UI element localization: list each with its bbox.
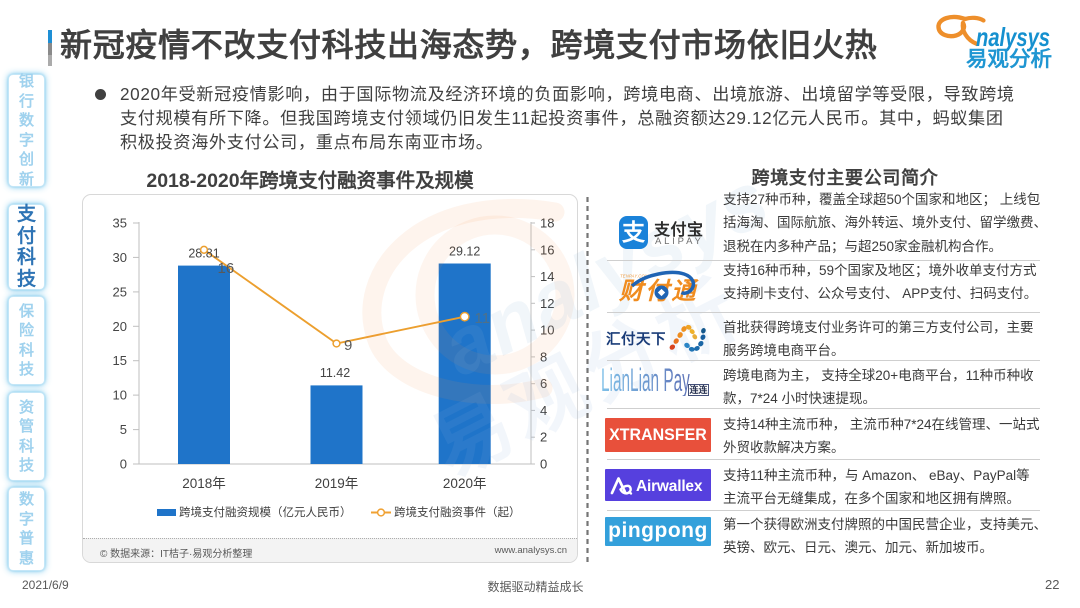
svg-text:14: 14 xyxy=(540,269,554,284)
svg-text:2019年: 2019年 xyxy=(315,476,359,491)
svg-text:20: 20 xyxy=(113,319,127,334)
svg-text:35: 35 xyxy=(113,216,127,231)
svg-text:2020年: 2020年 xyxy=(443,476,487,491)
svg-text:9: 9 xyxy=(344,337,352,354)
svg-text:5: 5 xyxy=(120,422,127,437)
svg-text:nalysys: nalysys xyxy=(976,22,1050,52)
svg-text:跨境支付融资规模（亿元人民币）: 跨境支付融资规模（亿元人民币） xyxy=(179,505,352,519)
svg-text:15: 15 xyxy=(113,353,127,368)
svg-text:8: 8 xyxy=(540,349,547,364)
svg-text:16: 16 xyxy=(540,242,554,257)
svg-text:0: 0 xyxy=(120,457,127,472)
svg-text:18: 18 xyxy=(540,216,554,231)
svg-text:10: 10 xyxy=(540,323,554,338)
svg-text:11: 11 xyxy=(475,310,491,327)
svg-text:12: 12 xyxy=(540,296,554,311)
svg-text:TENPAY.COM: TENPAY.COM xyxy=(620,274,649,279)
svg-text:25: 25 xyxy=(113,284,127,299)
svg-text:2: 2 xyxy=(540,430,547,445)
svg-text:29.12: 29.12 xyxy=(449,244,480,258)
svg-text:跨境支付融资事件（起）: 跨境支付融资事件（起） xyxy=(394,505,521,519)
svg-text:11.42: 11.42 xyxy=(320,366,350,380)
svg-text:30: 30 xyxy=(113,250,127,265)
svg-text:易观分析: 易观分析 xyxy=(966,47,1052,71)
svg-text:2018年: 2018年 xyxy=(182,476,226,491)
svg-text:16: 16 xyxy=(218,260,235,277)
svg-text:0: 0 xyxy=(540,457,547,472)
svg-text:10: 10 xyxy=(113,388,127,403)
svg-text:6: 6 xyxy=(540,376,547,391)
svg-text:Airwallex: Airwallex xyxy=(636,478,703,495)
svg-text:4: 4 xyxy=(540,403,547,418)
